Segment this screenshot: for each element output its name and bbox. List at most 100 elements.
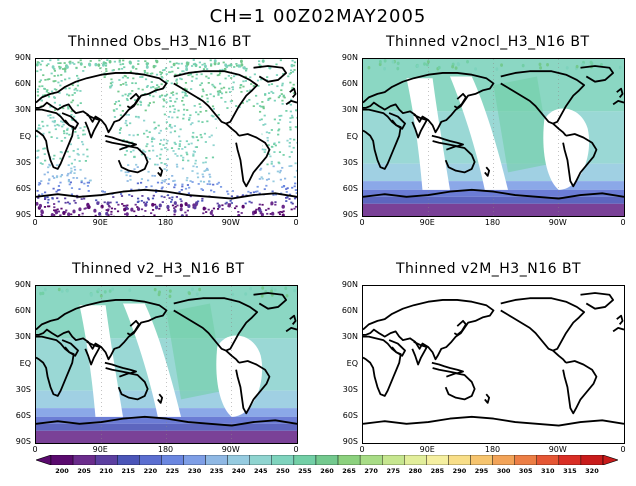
obs-pixel [159, 129, 162, 132]
obs-pixel [153, 214, 156, 216]
obs-pixel [135, 163, 138, 166]
obs-pixel [227, 203, 231, 208]
obs-pixel [263, 114, 266, 117]
obs-pixel [278, 213, 282, 216]
obs-pixel [67, 172, 70, 175]
obs-pixel [185, 151, 188, 154]
obs-pixel [82, 153, 85, 156]
obs-pixel [52, 187, 55, 190]
obs-pixel [256, 190, 259, 193]
obs-pixel [47, 114, 50, 117]
colorbar-label: 290 [452, 467, 467, 475]
obs-pixel [66, 174, 69, 177]
lon-tick-label: 90W [548, 218, 567, 227]
obs-pixel [495, 67, 499, 71]
obs-pixel [291, 202, 294, 205]
obs-pixel [50, 136, 53, 138]
obs-pixel [179, 72, 182, 75]
obs-pixel [57, 59, 60, 61]
obs-pixel [167, 183, 170, 185]
obs-pixel [53, 177, 56, 179]
lon-tick-label: 0 [620, 445, 626, 454]
obs-pixel [36, 63, 39, 67]
obs-pixel [590, 61, 594, 66]
obs-pixel [36, 61, 39, 63]
obs-pixel [294, 205, 297, 208]
obs-pixel [36, 135, 39, 138]
obs-pixel [186, 153, 189, 156]
obs-pixel [150, 86, 153, 89]
obs-pixel [295, 169, 297, 172]
obs-pixel [206, 169, 209, 171]
obs-pixel [173, 213, 176, 216]
coastline [290, 89, 296, 98]
obs-pixel [118, 79, 121, 81]
obs-pixel [457, 62, 461, 67]
obs-pixel [187, 204, 191, 208]
panel-title-v2: Thinned v2_H3_N16 BT [72, 261, 245, 277]
obs-pixel [289, 128, 292, 131]
obs-pixel [120, 169, 123, 172]
obs-pixel [169, 123, 172, 126]
obs-pixel [191, 181, 194, 183]
obs-pixel [259, 212, 262, 215]
obs-pixel [266, 163, 269, 166]
obs-pixel [154, 87, 157, 90]
obs-pixel [52, 80, 55, 83]
obs-pixel [37, 194, 41, 197]
lon-tick-label: 90E [92, 218, 108, 227]
obs-pixel [202, 206, 206, 211]
obs-pixel [179, 198, 182, 201]
obs-pixel [65, 93, 69, 96]
colorbar-swatch [558, 455, 582, 465]
obs-pixel [125, 97, 129, 100]
obs-pixel [195, 73, 198, 76]
obs-pixel [154, 191, 158, 193]
obs-pixel [83, 197, 86, 200]
obs-pixel [220, 87, 223, 90]
obs-pixel [36, 70, 39, 73]
coastline [613, 101, 624, 104]
obs-pixel [240, 84, 243, 86]
obs-pixel [137, 200, 140, 203]
obs-pixel [101, 190, 104, 193]
obs-pixel [203, 170, 206, 172]
coastline [226, 124, 239, 136]
coastline [363, 300, 494, 359]
obs-pixel [127, 94, 130, 97]
obs-pixel [267, 97, 270, 100]
obs-pixel [209, 93, 212, 96]
obs-pixel [283, 177, 287, 180]
obs-pixel [181, 91, 184, 94]
obs-pixel [197, 113, 200, 116]
obs-pixel [260, 105, 263, 108]
obs-pixel [129, 150, 133, 153]
obs-pixel [274, 193, 277, 196]
obs-pixel [82, 129, 85, 132]
obs-pixel [283, 96, 286, 99]
obs-pixel [175, 92, 178, 95]
obs-pixel [188, 291, 191, 296]
obs-pixel [272, 92, 275, 94]
lat-tick-label: 60S [342, 410, 358, 420]
obs-pixel [224, 202, 227, 205]
colorbar-label: 315 [563, 467, 577, 475]
colorbar-swatch [249, 455, 273, 465]
obs-pixel [136, 206, 139, 208]
obs-pixel [210, 64, 213, 67]
lat-tick-label: 30N [341, 105, 358, 115]
obs-pixel [147, 104, 150, 107]
obs-pixel [190, 142, 193, 145]
obs-pixel [258, 178, 261, 180]
obs-pixel [144, 210, 147, 212]
obs-pixel [150, 140, 154, 143]
obs-pixel [222, 61, 225, 64]
obs-pixel [227, 75, 230, 77]
data-gap [79, 305, 123, 417]
obs-pixel [291, 70, 295, 73]
obs-pixel [291, 186, 294, 189]
obs-pixel [78, 214, 81, 216]
obs-pixel [282, 185, 286, 188]
obs-pixel [130, 188, 133, 191]
obs-pixel [53, 203, 56, 205]
